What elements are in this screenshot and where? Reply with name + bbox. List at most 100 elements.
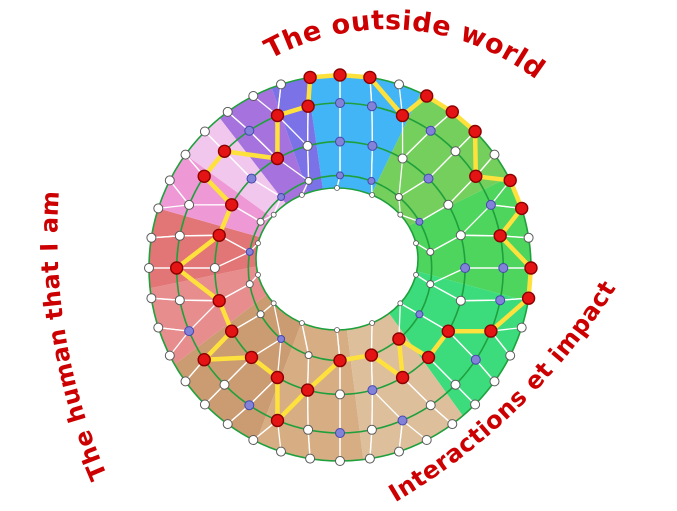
- graph-node: [305, 453, 316, 464]
- graph-node: [256, 217, 265, 226]
- graph-node: [394, 193, 403, 201]
- highlight-node: [217, 144, 232, 159]
- graph-node: [244, 125, 255, 136]
- graph-node: [489, 376, 500, 387]
- graph-node: [366, 101, 377, 112]
- sector-pink-light: [185, 118, 286, 218]
- graph-node: [369, 320, 376, 326]
- graph-node: [276, 446, 286, 457]
- graph-node: [336, 171, 344, 180]
- graph-node: [447, 419, 458, 430]
- graph-node: [174, 295, 185, 306]
- highlight-node: [493, 229, 507, 243]
- mesh-edge: [158, 326, 190, 332]
- graph-node: [146, 232, 157, 243]
- graph-node: [394, 446, 404, 457]
- graph-node: [426, 280, 435, 289]
- graph-node: [222, 419, 233, 430]
- mesh-edge: [402, 130, 432, 159]
- graph-node: [415, 310, 424, 319]
- graph-node: [277, 193, 286, 201]
- graph-node: [146, 293, 157, 304]
- graph-node: [298, 320, 305, 326]
- graph-node: [199, 126, 210, 137]
- graph-node: [413, 240, 419, 247]
- mesh-edge: [277, 115, 309, 147]
- mesh-edge: [188, 300, 220, 332]
- graph-node: [209, 263, 220, 273]
- graph-node: [470, 399, 481, 410]
- mesh-edge: [398, 178, 429, 198]
- graph-node: [298, 192, 305, 198]
- graph-node: [516, 322, 527, 333]
- mesh-edge: [398, 420, 404, 452]
- graph-node: [397, 300, 404, 307]
- graph-node: [367, 176, 376, 185]
- graph-node: [450, 379, 461, 390]
- highlight-node: [224, 324, 239, 338]
- highlight-node: [364, 348, 379, 362]
- graph-node: [367, 140, 378, 151]
- graph-node: [174, 230, 185, 241]
- sector-pink: [158, 154, 272, 238]
- graph-node: [394, 79, 404, 90]
- sector-tan-light: [346, 313, 463, 460]
- highlight-node: [303, 70, 317, 85]
- highlight-node: [503, 173, 517, 188]
- graph-node: [248, 91, 259, 101]
- mesh-edge: [398, 158, 404, 198]
- graph-node: [153, 322, 164, 333]
- graph-node: [455, 295, 466, 306]
- mesh-edge: [429, 283, 462, 302]
- mesh-edge: [428, 150, 456, 180]
- graph-node: [397, 415, 408, 426]
- highlight-node: [270, 151, 285, 166]
- graph-node: [426, 247, 435, 256]
- graph-node: [304, 176, 313, 185]
- graph-node: [334, 327, 340, 333]
- graph-node: [364, 453, 375, 464]
- graph-node: [184, 199, 195, 210]
- graph-node: [304, 351, 313, 360]
- highlight-node: [270, 413, 285, 428]
- highlight-node: [395, 370, 410, 385]
- graph-node: [369, 192, 376, 198]
- graph-node: [248, 435, 259, 445]
- mesh-edge: [371, 389, 403, 421]
- highlight-node: [169, 261, 184, 275]
- graph-node: [335, 428, 345, 438]
- graph-node: [335, 136, 345, 147]
- highlight-node: [333, 353, 347, 368]
- graph-node: [485, 199, 496, 210]
- mesh-edge: [301, 322, 310, 356]
- mesh-edge: [273, 303, 282, 340]
- graph-node: [505, 350, 516, 361]
- graph-node: [415, 217, 424, 226]
- highlight-node: [441, 324, 455, 338]
- graph-node: [367, 385, 378, 396]
- graph-node: [470, 354, 481, 365]
- highlight-node: [420, 89, 434, 103]
- graph-node: [270, 211, 277, 218]
- graph-node: [144, 263, 154, 273]
- highlight-node: [300, 383, 315, 397]
- graph-node: [397, 153, 408, 164]
- label-outside-world-text: The outside world: [258, 3, 552, 87]
- highlight-node: [524, 261, 538, 275]
- graph-node: [256, 310, 265, 319]
- graph-node: [164, 175, 175, 186]
- graph-node: [335, 456, 345, 466]
- graph-node: [425, 400, 436, 411]
- highlight-node: [468, 124, 482, 139]
- graph-node: [199, 399, 210, 410]
- mesh-edge: [371, 106, 374, 146]
- graph-node: [153, 203, 164, 214]
- graph-node: [276, 79, 286, 90]
- graph-node: [423, 173, 434, 184]
- graph-node: [498, 263, 509, 273]
- highlight-node: [244, 350, 259, 365]
- graph-node: [277, 335, 286, 343]
- graph-node: [245, 247, 254, 256]
- mesh-edge: [251, 178, 282, 198]
